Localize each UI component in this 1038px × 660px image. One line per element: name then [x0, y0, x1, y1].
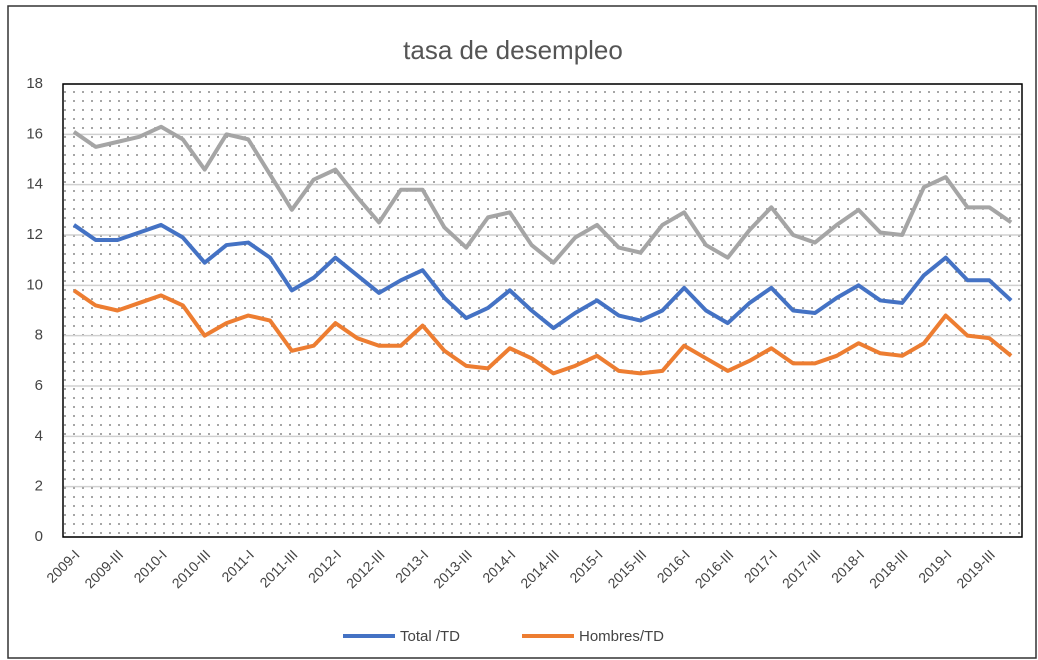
- y-tick-label: 2: [35, 478, 43, 495]
- plot-border: [62, 83, 1023, 538]
- y-tick-label: 18: [26, 75, 43, 92]
- series-line: [72, 222, 1013, 331]
- y-tick-label: 6: [35, 377, 43, 394]
- y-tick-label: 4: [35, 427, 43, 444]
- series-line: [72, 124, 1013, 265]
- legend-label: Total /TD: [400, 628, 460, 645]
- y-tick-label: 0: [35, 528, 43, 545]
- series-line: [72, 288, 1013, 376]
- legend-label: Hombres/TD: [579, 628, 664, 645]
- y-tick-label: 16: [26, 125, 43, 142]
- y-tick-label: 14: [26, 176, 43, 193]
- plot-area: [63, 84, 1022, 537]
- y-tick-label: 12: [26, 226, 43, 243]
- y-tick-label: 10: [26, 276, 43, 293]
- y-tick-label: 8: [35, 327, 43, 344]
- lines: [72, 124, 1013, 376]
- chart-title: tasa de desempleo: [403, 35, 623, 65]
